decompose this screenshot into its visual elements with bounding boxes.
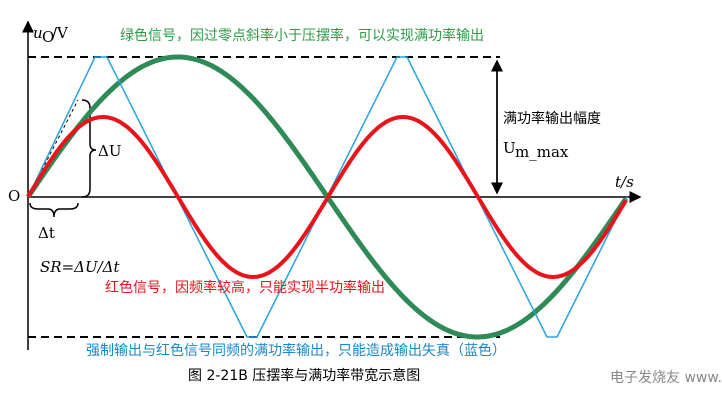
- red-note: 红色信号，因频率较高，只能实现半功率输出: [105, 279, 385, 296]
- amplitude-symbol: U: [503, 139, 516, 157]
- blue-note: 强制输出与红色信号同频的满功率输出，只能造成输出失真（蓝色）: [86, 342, 506, 359]
- amplitude-label: 满功率输出幅度: [503, 110, 601, 127]
- x-label: t/s: [615, 173, 634, 191]
- caption: 图 2-21B 压摆率与满功率带宽示意图: [188, 367, 420, 384]
- delta-u: ΔU: [98, 142, 121, 160]
- red-wave: [26, 115, 628, 279]
- watermark: 电子发烧友 www.elecfans.com: [610, 370, 722, 386]
- y-label-unit: /V: [52, 24, 69, 42]
- delta-t: Δt: [38, 224, 55, 242]
- amplitude-symbol-sub: m_max: [515, 143, 569, 161]
- delta-t-brace: [29, 202, 79, 218]
- y-label: u: [33, 24, 43, 42]
- slew-rate: SR=ΔU/Δt: [40, 258, 120, 276]
- origin-label: O: [8, 187, 20, 205]
- delta-u-brace: [81, 99, 97, 198]
- green-note: 绿色信号，因过零点斜率小于压摆率，可以实现满功率输出: [120, 27, 484, 44]
- y-label-sub: O: [42, 28, 54, 46]
